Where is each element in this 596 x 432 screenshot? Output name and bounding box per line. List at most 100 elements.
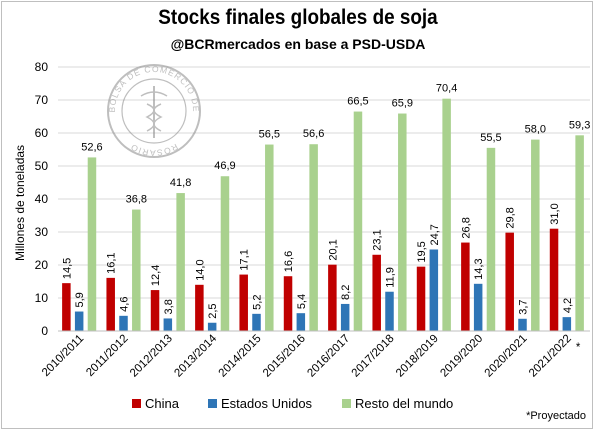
x-tick-label: 2015/2016 — [261, 333, 308, 380]
data-label: 56,6 — [303, 128, 324, 140]
bar-china — [505, 232, 514, 331]
y-tick-label: 70 — [35, 93, 49, 107]
bar-estados-unidos — [119, 315, 128, 331]
data-label: 4,2 — [562, 298, 574, 313]
data-label: 14,3 — [473, 258, 485, 279]
data-label: 31,0 — [549, 203, 561, 224]
data-label: 65,9 — [392, 98, 413, 110]
bar-china — [549, 228, 559, 331]
x-tick-label: 2014/2015 — [217, 333, 264, 380]
data-label: 26,8 — [460, 217, 472, 238]
x-tick-label: 2018/2019 — [394, 333, 441, 380]
bar-china — [416, 266, 426, 331]
legend: China Estados Unidos Resto del mundo — [132, 396, 453, 411]
data-label: 58,0 — [525, 124, 546, 136]
data-label: 29,8 — [505, 207, 517, 228]
y-tick-label: 0 — [41, 324, 48, 338]
bar-estados-unidos — [518, 318, 527, 331]
data-label: 16,6 — [283, 251, 295, 272]
bar-estados-unidos — [74, 311, 84, 331]
x-tick-label: 2021/2022 — [527, 333, 574, 380]
chart-subtitle: @BCRmercados en base a PSD-USDA — [170, 36, 426, 52]
data-label: 16,1 — [106, 252, 118, 273]
x-tick-label: 2017/2018 — [350, 333, 397, 380]
x-tick-label: 2013/2014 — [172, 332, 219, 379]
bar-resto-del-mundo — [220, 176, 230, 331]
bar-china — [195, 284, 204, 331]
data-label: 14,5 — [61, 258, 73, 279]
bar-resto-del-mundo — [486, 147, 496, 331]
svg-text:ROSARIO: ROSARIO — [128, 142, 179, 158]
bar-resto-del-mundo — [132, 209, 141, 331]
bar-estados-unidos — [385, 291, 394, 331]
data-label: 17,1 — [239, 249, 251, 270]
bar-estados-unidos — [429, 249, 439, 331]
data-label: 3,8 — [163, 299, 175, 314]
y-axis-label: Millones de toneladas — [13, 145, 27, 261]
bar-resto-del-mundo — [309, 144, 318, 331]
bar-estados-unidos — [296, 313, 306, 331]
y-tick-label: 80 — [35, 60, 49, 74]
projected-marker: * — [576, 342, 581, 354]
y-tick-label: 60 — [35, 126, 49, 140]
x-tick-label: 2019/2020 — [438, 333, 485, 380]
bar-china — [328, 264, 337, 331]
projection-footnote: *Proyectado — [526, 410, 586, 422]
data-label: 46,9 — [214, 160, 235, 172]
legend-label: Estados Unidos — [221, 396, 313, 411]
grid-lines — [58, 66, 590, 299]
data-label: 59,3 — [569, 119, 590, 131]
bar-resto-del-mundo — [265, 144, 274, 331]
x-tick-label: 2010/2011 — [40, 333, 86, 379]
bar-china — [62, 283, 71, 331]
data-label: 12,4 — [150, 265, 162, 286]
data-label: 2,5 — [207, 303, 219, 318]
bar-china — [239, 274, 248, 331]
y-tick-label: 10 — [35, 291, 49, 305]
bar-china — [461, 242, 470, 331]
x-tick-label: 2012/2013 — [128, 333, 175, 380]
data-label: 23,1 — [372, 229, 384, 250]
data-label: 55,5 — [480, 132, 501, 144]
data-label: 36,8 — [126, 194, 147, 206]
data-label: 8,2 — [340, 285, 352, 300]
bar-estados-unidos — [562, 317, 572, 331]
bar-china — [106, 277, 115, 331]
data-label: 5,2 — [252, 295, 264, 310]
bars — [62, 98, 584, 332]
data-label: 5,9 — [74, 292, 86, 307]
legend-label: China — [145, 396, 180, 411]
chart-title: Stocks finales globales de soja — [158, 6, 438, 29]
bar-estados-unidos — [163, 318, 173, 331]
data-label: 3,7 — [518, 299, 530, 314]
x-axis-categories: 2010/20112011/20122012/20132013/20142014… — [40, 332, 581, 379]
bar-estados-unidos — [207, 322, 217, 331]
legend-label: Resto del mundo — [355, 396, 453, 411]
legend-swatch — [132, 399, 141, 408]
data-labels: 14,5 5,9 52,6 16,1 4,6 36,8 12,4 3,8 41,8 14,0 2,5… — [61, 83, 590, 319]
legend-swatch — [342, 399, 351, 408]
data-label: 56,5 — [259, 129, 280, 141]
bar-resto-del-mundo — [531, 139, 540, 331]
bar-resto-del-mundo — [353, 111, 363, 331]
bar-resto-del-mundo — [176, 193, 185, 331]
bar-resto-del-mundo — [87, 157, 97, 331]
data-label: 66,5 — [347, 96, 368, 108]
data-label: 24,7 — [429, 224, 441, 245]
y-tick-label: 30 — [35, 225, 49, 239]
x-tick-label: 2016/2017 — [305, 333, 352, 380]
legend-swatch — [208, 399, 217, 408]
data-label: 19,5 — [416, 241, 428, 262]
data-label: 41,8 — [170, 177, 191, 189]
x-tick-label: 2011/2012 — [84, 333, 130, 379]
y-tick-label: 50 — [35, 159, 49, 173]
bar-resto-del-mundo — [575, 135, 584, 331]
bar-resto-del-mundo — [398, 113, 407, 331]
data-label: 20,1 — [327, 239, 339, 260]
data-label: 5,4 — [296, 294, 308, 309]
x-tick-label: 2020/2021 — [483, 333, 530, 380]
bar-resto-del-mundo — [442, 98, 451, 332]
bar-estados-unidos — [340, 303, 350, 331]
bar-estados-unidos — [473, 283, 483, 331]
